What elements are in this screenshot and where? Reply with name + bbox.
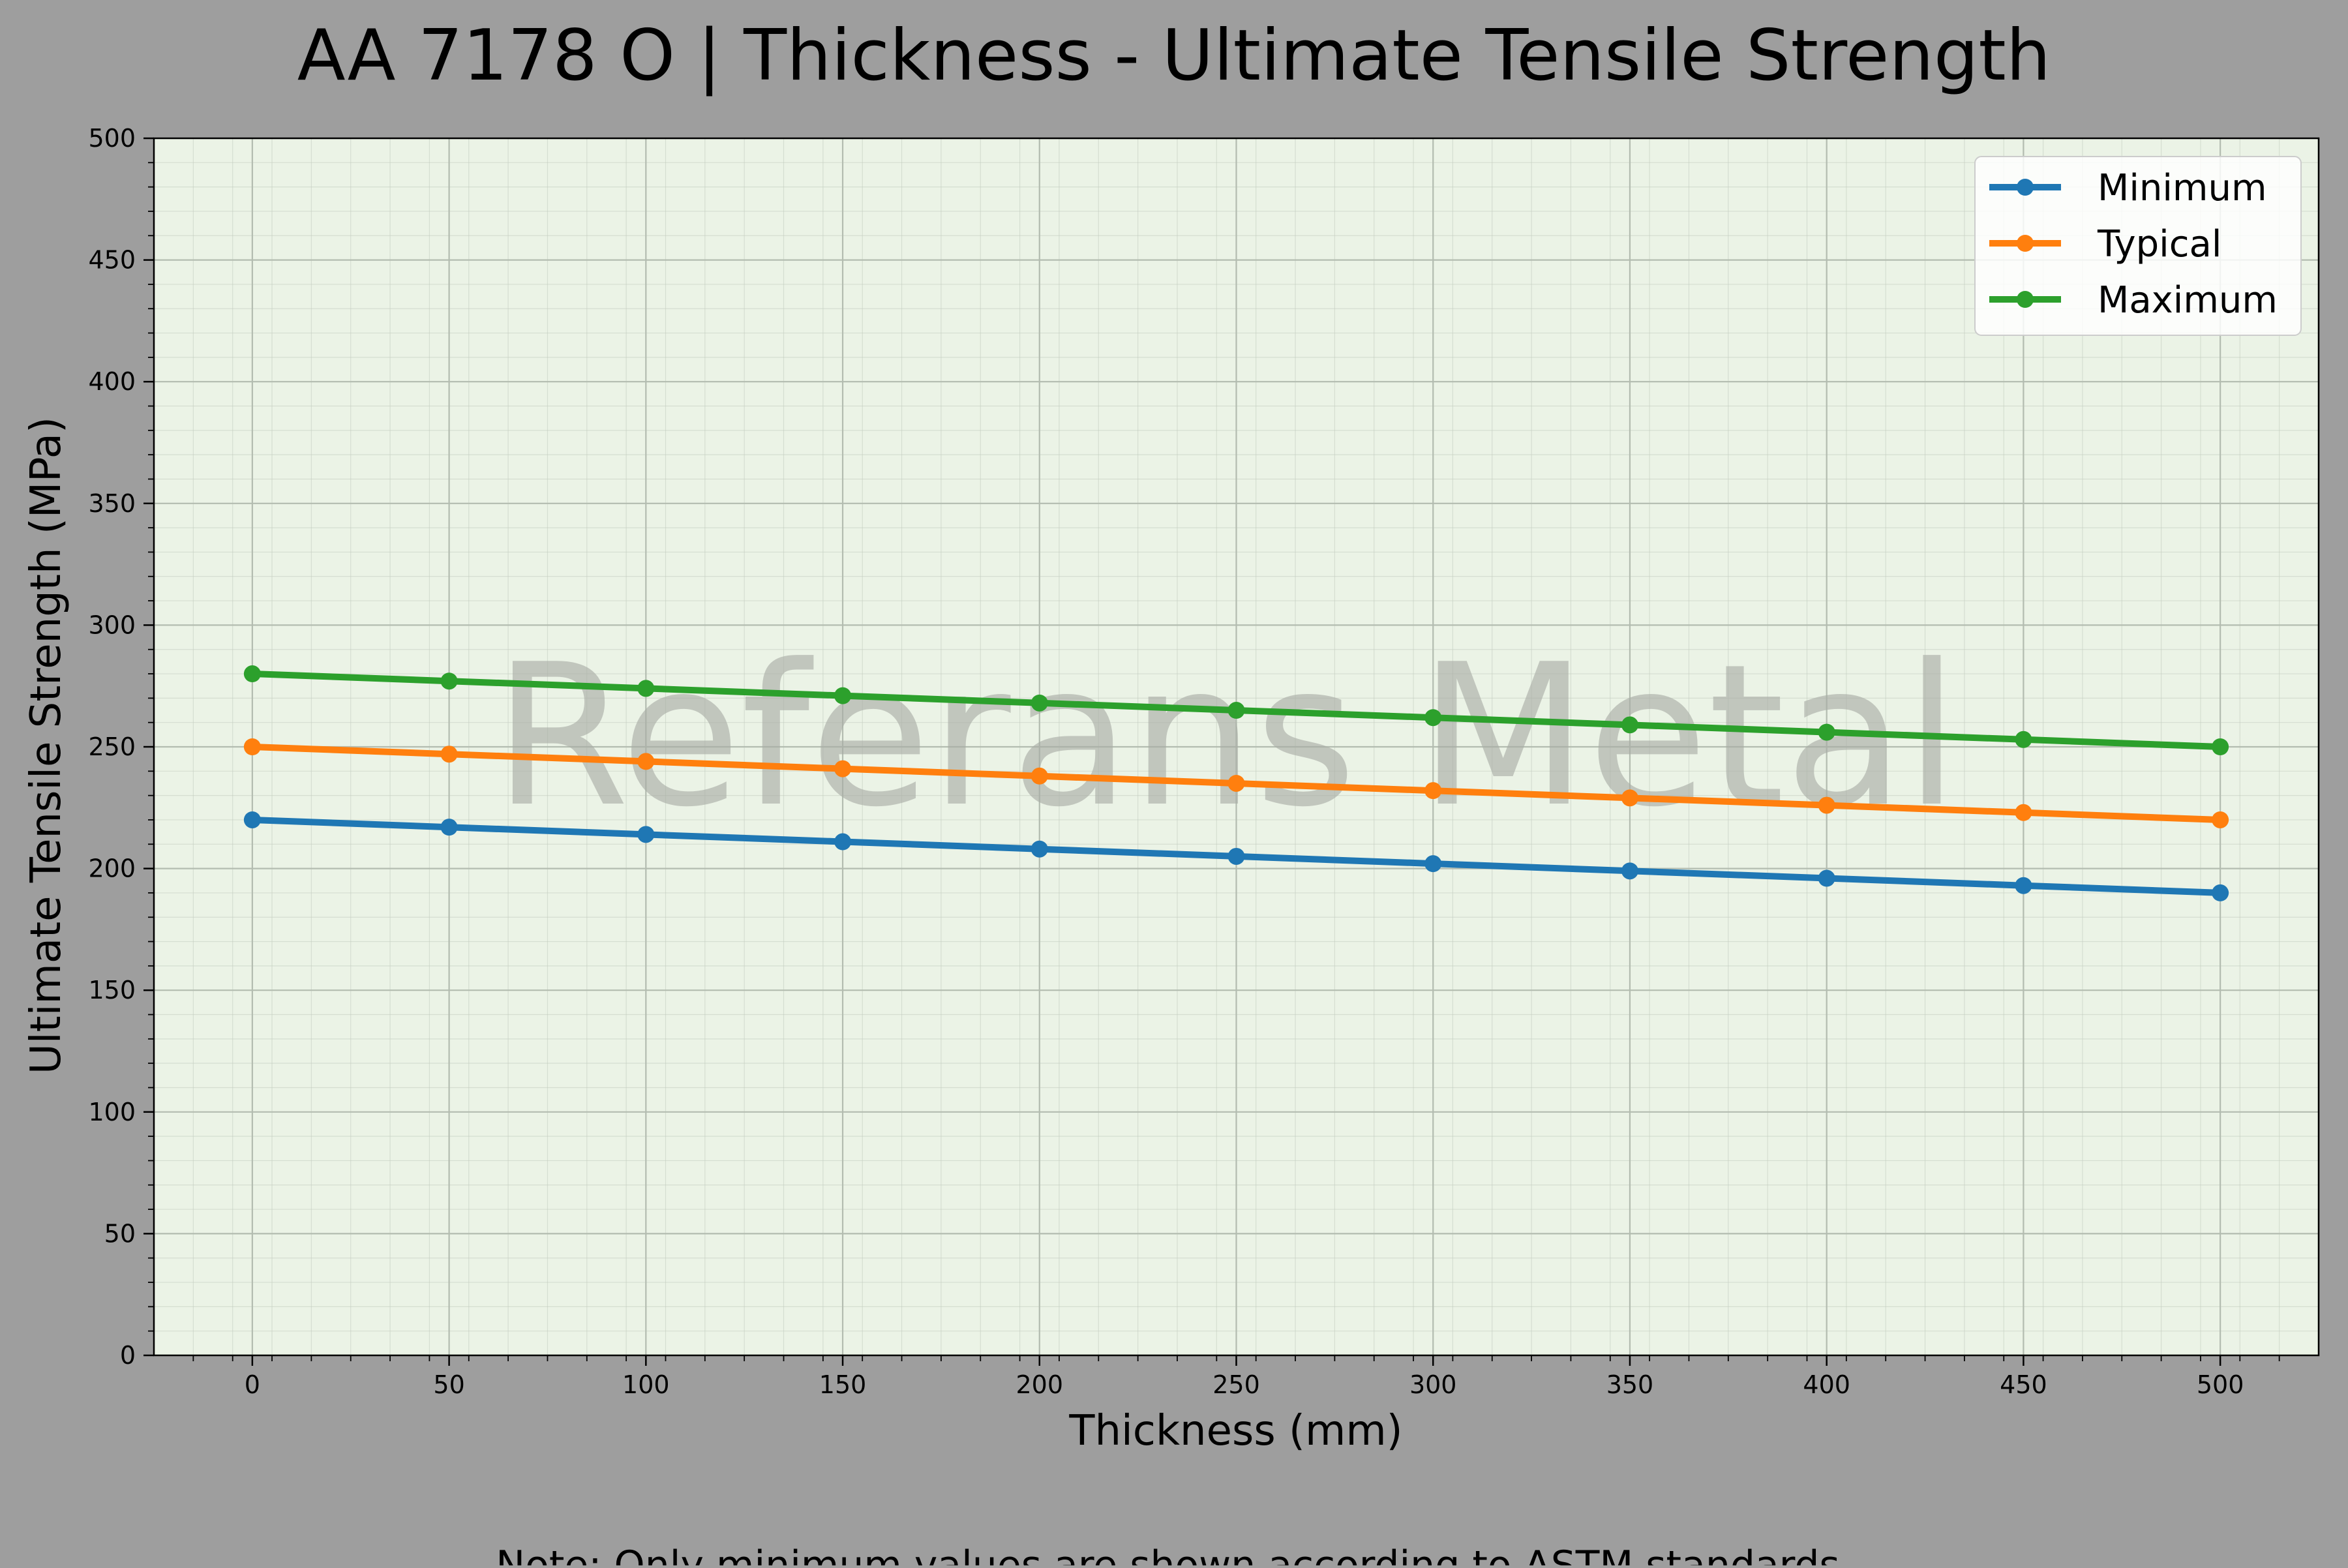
data-point-maximum (440, 672, 458, 690)
data-point-maximum (1424, 709, 1442, 727)
x-tick-label: 50 (433, 1370, 464, 1399)
data-point-minimum (440, 819, 458, 836)
x-tick-label: 100 (622, 1370, 670, 1399)
legend-marker-minimum (2017, 179, 2034, 196)
y-tick-label: 250 (88, 732, 136, 761)
data-point-maximum (1818, 723, 1835, 741)
legend-marker-maximum (2017, 291, 2034, 308)
data-point-minimum (1621, 862, 1638, 880)
x-tick-label: 450 (2000, 1370, 2047, 1399)
data-point-minimum (1031, 840, 1048, 858)
legend-label-typical: Typical (2097, 223, 2221, 265)
data-point-maximum (1227, 702, 1245, 719)
data-point-maximum (1621, 716, 1638, 734)
y-tick-label: 450 (88, 246, 136, 275)
data-point-minimum (1227, 847, 1245, 865)
x-tick-label: 350 (1606, 1370, 1654, 1399)
data-point-maximum (2212, 738, 2229, 755)
data-point-maximum (2015, 731, 2032, 748)
data-point-typical (1621, 789, 1638, 807)
data-point-minimum (2212, 884, 2229, 901)
y-tick-label: 0 (120, 1341, 136, 1370)
x-tick-label: 400 (1803, 1370, 1850, 1399)
data-point-typical (834, 760, 852, 777)
data-point-minimum (1818, 869, 1835, 887)
legend-label-maximum: Maximum (2098, 279, 2278, 322)
legend: Minimum Typical Maximum (1974, 156, 2302, 336)
x-tick-label: 200 (1016, 1370, 1064, 1399)
y-tick-label: 350 (88, 489, 136, 518)
y-tick-label: 300 (88, 611, 136, 639)
data-point-typical (1818, 796, 1835, 814)
data-point-minimum (637, 826, 655, 843)
data-point-maximum (637, 680, 655, 697)
data-point-typical (637, 753, 655, 770)
data-point-maximum (1031, 694, 1048, 712)
data-point-typical (2015, 804, 2032, 821)
x-tick-label: 250 (1212, 1370, 1260, 1399)
x-axis-label: Thickness (mm) (1068, 1407, 1402, 1455)
data-point-maximum (834, 687, 852, 704)
data-point-minimum (2015, 877, 2032, 894)
chart-note: Note: Only minimum values are shown acco… (496, 1543, 1852, 1565)
y-tick-label: 50 (104, 1219, 136, 1248)
data-point-typical (1227, 774, 1245, 792)
legend-label-minimum: Minimum (2098, 167, 2267, 209)
x-tick-label: 150 (819, 1370, 867, 1399)
legend-box (1974, 156, 2302, 336)
y-tick-label: 200 (88, 854, 136, 883)
x-tick-label: 0 (245, 1370, 260, 1399)
data-point-minimum (243, 811, 261, 828)
x-tick-label: 300 (1409, 1370, 1457, 1399)
y-axis-label: Ultimate Tensile Strength (MPa) (22, 417, 70, 1074)
data-point-typical (1031, 767, 1048, 785)
data-point-typical (440, 746, 458, 763)
data-point-typical (243, 738, 261, 755)
y-tick-label: 150 (88, 976, 136, 1004)
watermark-text: Referans Metal (494, 622, 1959, 850)
y-tick-label: 400 (88, 367, 136, 396)
data-point-maximum (243, 665, 261, 683)
y-tick-label: 100 (88, 1098, 136, 1126)
data-point-minimum (834, 833, 852, 851)
chart-title: AA 7178 O | Thickness - Ultimate Tensile… (297, 15, 2051, 97)
data-point-typical (1424, 782, 1442, 800)
x-tick-label: 500 (2197, 1370, 2244, 1399)
y-tick-label: 500 (88, 124, 136, 153)
data-point-minimum (1424, 855, 1442, 873)
data-point-typical (2212, 811, 2229, 828)
legend-marker-typical (2017, 235, 2034, 252)
